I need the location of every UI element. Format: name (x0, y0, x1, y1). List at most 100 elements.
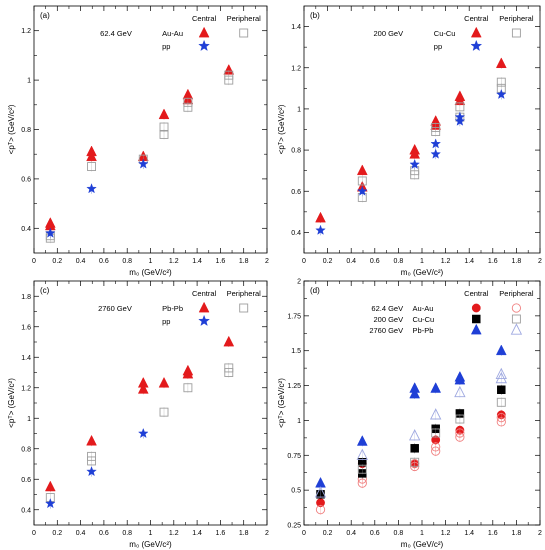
x-axis-label: m₀ (GeV/c²) (401, 540, 444, 549)
x-tick-label: 0.8 (394, 258, 404, 265)
legend: Central Peripheral 2760 GeV Pb-Pb pp (98, 289, 261, 326)
data-point (137, 383, 149, 394)
data-point (430, 138, 441, 149)
data-point (429, 408, 442, 420)
data-point (409, 387, 421, 399)
legend-ref-label: pp (162, 317, 170, 326)
series-0 (44, 335, 235, 492)
x-tick-label: 0.6 (99, 258, 109, 265)
legend-marker-central (198, 301, 210, 313)
x-tick-label: 1.6 (488, 258, 498, 265)
y-tick-label: 1 (27, 78, 31, 85)
y-axis-label: <pᵀ> (GeV/c²) (277, 104, 286, 154)
x-axis-label: m₀ (GeV/c²) (129, 540, 172, 549)
y-tick-label: 1 (297, 418, 301, 425)
y-tick-label: 1.2 (291, 65, 301, 72)
x-tick-label: 2 (538, 530, 542, 537)
plot-frame (33, 280, 268, 526)
legend-system: Pb-Pb (162, 304, 183, 313)
x-tick-label: 0.2 (323, 530, 333, 537)
y-tick-label: 0.6 (21, 176, 31, 183)
legend-header-central: Central (464, 14, 489, 23)
x-axis-label: m₀ (GeV/c²) (129, 268, 172, 277)
x-tick-label: 1.2 (441, 258, 451, 265)
x-tick-label: 1 (149, 530, 153, 537)
y-tick-label: 2 (297, 279, 301, 286)
y-tick-label: 1.2 (21, 385, 31, 392)
y-tick-label: 0.4 (21, 507, 31, 514)
legend-ref-label: pp (162, 42, 170, 51)
panel-label: (d) (310, 286, 320, 295)
series-5 (314, 367, 507, 498)
data-point (357, 478, 367, 488)
plot-frame (33, 5, 268, 254)
legend-header-peripheral: Peripheral (499, 14, 534, 23)
y-tick-label: 1 (297, 106, 301, 113)
legend-marker-pp (198, 314, 210, 326)
x-tick-label: 0 (302, 530, 306, 537)
x-tick-label: 2 (265, 258, 269, 265)
data-point (86, 183, 97, 194)
x-tick-label: 0 (302, 258, 306, 265)
x-axis-label: m₀ (GeV/c²) (401, 268, 444, 277)
x-tick-label: 2 (265, 530, 269, 537)
x-tick-label: 1.8 (512, 530, 522, 537)
data-point (495, 371, 507, 384)
series-2 (315, 88, 507, 236)
y-tick-label: 0.8 (21, 446, 31, 453)
x-tick-label: 1.4 (464, 530, 474, 537)
x-tick-label: 1.2 (169, 530, 179, 537)
data-point (497, 385, 506, 395)
data-point (86, 434, 97, 446)
data-point (315, 224, 326, 235)
data-point (223, 335, 235, 347)
x-tick-label: 0.4 (346, 530, 356, 537)
data-point (357, 176, 367, 186)
x-tick-label: 0 (32, 258, 36, 265)
legend-marker-pp (470, 39, 483, 51)
y-axis-label: <pᵀ> (GeV/c²) (7, 378, 16, 428)
legend-marker-central (198, 26, 210, 38)
x-tick-label: 0.2 (323, 258, 333, 265)
legend-system: Cu-Cu (434, 29, 456, 38)
data-point (138, 427, 149, 438)
legend-marker-central (470, 26, 482, 38)
data-point (224, 75, 234, 85)
data-point (158, 108, 170, 120)
data-point (356, 435, 368, 446)
legend-energy: 200 GeV (374, 315, 404, 324)
data-point (315, 476, 326, 488)
plot-frame (303, 5, 541, 254)
legend-system: Pb-Pb (413, 326, 434, 335)
legend-header-peripheral: Peripheral (499, 289, 534, 298)
data-point (45, 227, 56, 238)
series-3 (357, 397, 506, 475)
data-point (158, 376, 170, 388)
data-point (182, 367, 194, 379)
data-point (455, 102, 465, 112)
data-point (430, 148, 441, 159)
y-axis-label: <pᵀ> (GeV/c²) (277, 378, 286, 428)
data-point (315, 211, 326, 223)
x-tick-label: 0.8 (122, 258, 132, 265)
y-tick-label: 1.4 (21, 355, 31, 362)
y-tick-label: 1.4 (291, 24, 301, 31)
data-point (356, 448, 368, 460)
x-tick-label: 1.4 (192, 530, 202, 537)
data-point (159, 407, 169, 417)
data-point (495, 344, 507, 356)
legend-marker-peripheral (511, 28, 521, 38)
legend-marker-central (471, 303, 481, 313)
data-point (431, 446, 441, 456)
panel-label: (b) (310, 11, 320, 20)
y-tick-label: 1 (27, 416, 31, 423)
data-point (409, 147, 421, 159)
legend: Central Peripheral 62.4 GeV Au-Au pp (100, 14, 261, 51)
panel-3: 0 0.2 0.4 0.6 0.8 1 1.2 1.4 1.6 1.8 2 0.25 0.5 0.75 1 1… (277, 279, 542, 550)
data-point (224, 368, 234, 377)
x-tick-label: 0 (32, 530, 36, 537)
data-point (496, 397, 506, 407)
series-1 (45, 70, 234, 244)
x-tick-label: 1.2 (169, 258, 179, 265)
data-point (87, 162, 97, 172)
